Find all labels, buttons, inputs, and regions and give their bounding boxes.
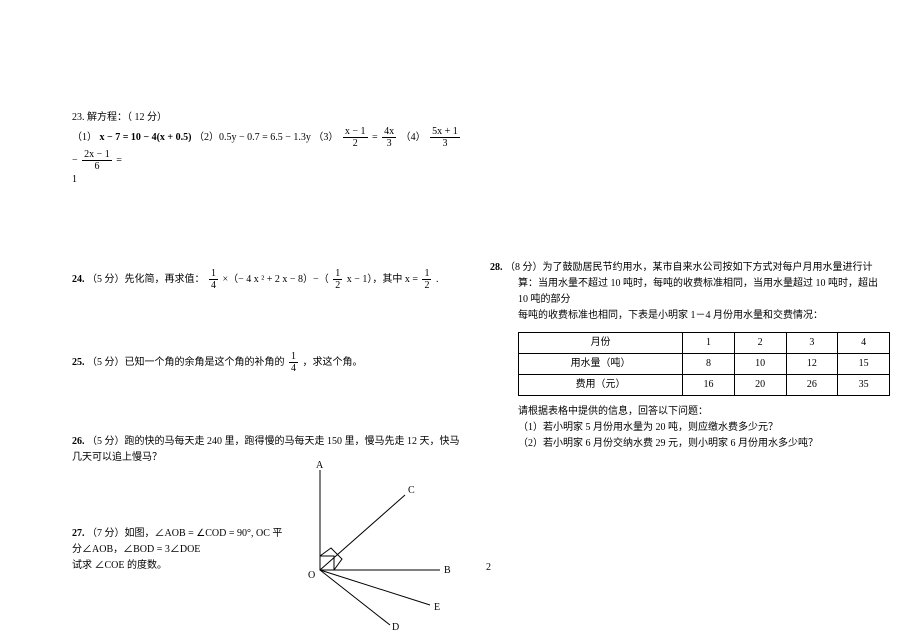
table-cell: 35 [838, 375, 890, 396]
frac-num: 1 [333, 268, 342, 280]
p23-eq1: x − 7 = 10 − 4(x + 0.5) [100, 132, 192, 143]
frac-den: 4 [289, 363, 298, 374]
p28-q1: （1）若小明家 5 月份用水量为 20 吨，则应缴水费多少元？ [518, 420, 890, 436]
frac-den: 3 [430, 138, 460, 149]
frac-num: 1 [209, 268, 218, 280]
frac-den: 4 [209, 280, 218, 291]
p27-label: 27. [72, 528, 85, 539]
p23-frac1: x − 1 2 [343, 126, 368, 149]
table-cell: 15 [838, 354, 890, 375]
frac-num: 4x [382, 126, 396, 138]
label-E: E [434, 602, 440, 613]
frac-den: 6 [82, 161, 112, 172]
p24-end: . [436, 274, 439, 285]
table-cell: 费用（元） [519, 375, 683, 396]
table-cell: 26 [786, 375, 838, 396]
frac-den: 3 [382, 138, 396, 149]
p28-intro3: 每吨的收费标准也相同，下表是小明家 1－4 月份用水量和交费情况： [518, 308, 890, 324]
p23-frac2: 4x 3 [382, 126, 396, 149]
p23-part1-label: （1） [72, 132, 97, 143]
table-header: 2 [734, 333, 786, 354]
p24-label: 24. [72, 274, 85, 285]
water-usage-table: 月份 1 2 3 4 用水量（吨） 8 10 12 15 费用（元） 16 20… [518, 332, 890, 396]
p25-frac: 1 4 [289, 351, 298, 374]
frac-den: 2 [333, 280, 342, 291]
p26-text: （5 分）跑的快的马每天走 240 里，跑得慢的马每天走 150 里，慢马先走 … [72, 436, 460, 463]
table-header: 3 [786, 333, 838, 354]
frac-num: 1 [289, 351, 298, 363]
frac-num: x − 1 [343, 126, 368, 138]
minus-sign: − [72, 155, 80, 166]
frac-den: 2 [343, 138, 368, 149]
frac-num: 5x + 1 [430, 126, 460, 138]
table-row: 费用（元） 16 20 26 35 [519, 375, 890, 396]
p25-label: 25. [72, 357, 85, 368]
frac-den: 2 [422, 280, 431, 291]
p25-suffix: ，求这个角。 [303, 357, 363, 368]
eq-sign: = [372, 132, 380, 143]
table-cell: 12 [786, 354, 838, 375]
p23-parts-2-3: （2）0.5y − 0.7 = 6.5 − 1.3y （3） [194, 132, 338, 143]
p23-frac3: 5x + 1 3 [430, 126, 460, 149]
label-C: C [408, 485, 415, 496]
table-cell: 8 [683, 354, 735, 375]
table-cell: 用水量（吨） [519, 354, 683, 375]
label-D: D [392, 622, 399, 630]
p24-frac2: 1 2 [333, 268, 342, 291]
table-cell: 20 [734, 375, 786, 396]
problem-23: 23. 解方程：（ 12 分） （1） x − 7 = 10 − 4(x + 0… [72, 110, 462, 188]
geometry-figure: A C B E D O [290, 460, 470, 630]
label-A: A [316, 460, 324, 471]
table-cell: 16 [683, 375, 735, 396]
problem-27: 27. （7 分）如图，∠AOB = ∠COD = 90°, OC 平分∠AOB… [72, 526, 292, 574]
frac-num: 2x − 1 [82, 149, 112, 161]
p24-prefix: （5 分）先化简，再求值： [87, 274, 205, 285]
p24-mid2: x − 1），其中 x = [347, 274, 421, 285]
p28-q2: （2）若小明家 6 月份交纳水费 29 元，则小明家 6 月份用水多少吨？ [518, 436, 890, 452]
p23-frac4: 2x − 1 6 [82, 149, 112, 172]
p28-intro2: 算：当用水量不超过 10 吨时，每吨的收费标准相同，当用水量超过 10 吨时，超… [518, 276, 890, 308]
frac-num: 1 [422, 268, 431, 280]
table-header: 月份 [519, 333, 683, 354]
angle-diagram-icon: A C B E D O [290, 460, 470, 630]
p24-frac1: 1 4 [209, 268, 218, 291]
p23-header: 23. 解方程：（ 12 分） [72, 110, 462, 126]
table-row: 月份 1 2 3 4 [519, 333, 890, 354]
p28-intro: （8 分）为了鼓励居民节约用水，某市自来水公司按如下方式对每户月用水量进行计 [505, 262, 873, 273]
p28-q-intro: 请根据表格中提供的信息，回答以下问题： [518, 404, 890, 420]
page-number: 2 [486, 562, 491, 573]
label-B: B [444, 565, 451, 576]
p23-part4-label: （4） [401, 132, 426, 143]
p27-text: （7 分）如图，∠AOB = ∠COD = 90°, OC 平分∠AOB，∠BO… [72, 528, 282, 555]
problem-25: 25. （5 分）已知一个角的余角是这个角的补角的 1 4 ，求这个角。 [72, 351, 462, 374]
p23-body: （1） x − 7 = 10 − 4(x + 0.5) （2）0.5y − 0.… [72, 126, 462, 172]
p26-label: 26. [72, 436, 85, 447]
label-O: O [308, 570, 315, 581]
table-header: 4 [838, 333, 890, 354]
table-header: 1 [683, 333, 735, 354]
eq-sign: = [116, 155, 122, 166]
p28-label: 28. [490, 262, 503, 273]
table-cell: 10 [734, 354, 786, 375]
table-row: 用水量（吨） 8 10 12 15 [519, 354, 890, 375]
problem-24: 24. （5 分）先化简，再求值： 1 4 ×（− 4 x ² + 2 x − … [72, 268, 462, 291]
problem-28: 28. （8 分）为了鼓励居民节约用水，某市自来水公司按如下方式对每户月用水量进… [490, 260, 890, 452]
p24-mid1: ×（− 4 x ² + 2 x − 8）−（ [223, 274, 329, 285]
p23-tail: 1 [72, 172, 462, 188]
p24-frac3: 1 2 [422, 268, 431, 291]
p25-prefix: （5 分）已知一个角的余角是这个角的补角的 [87, 357, 285, 368]
p27-text2: 试求 ∠COE 的度数。 [72, 558, 292, 574]
